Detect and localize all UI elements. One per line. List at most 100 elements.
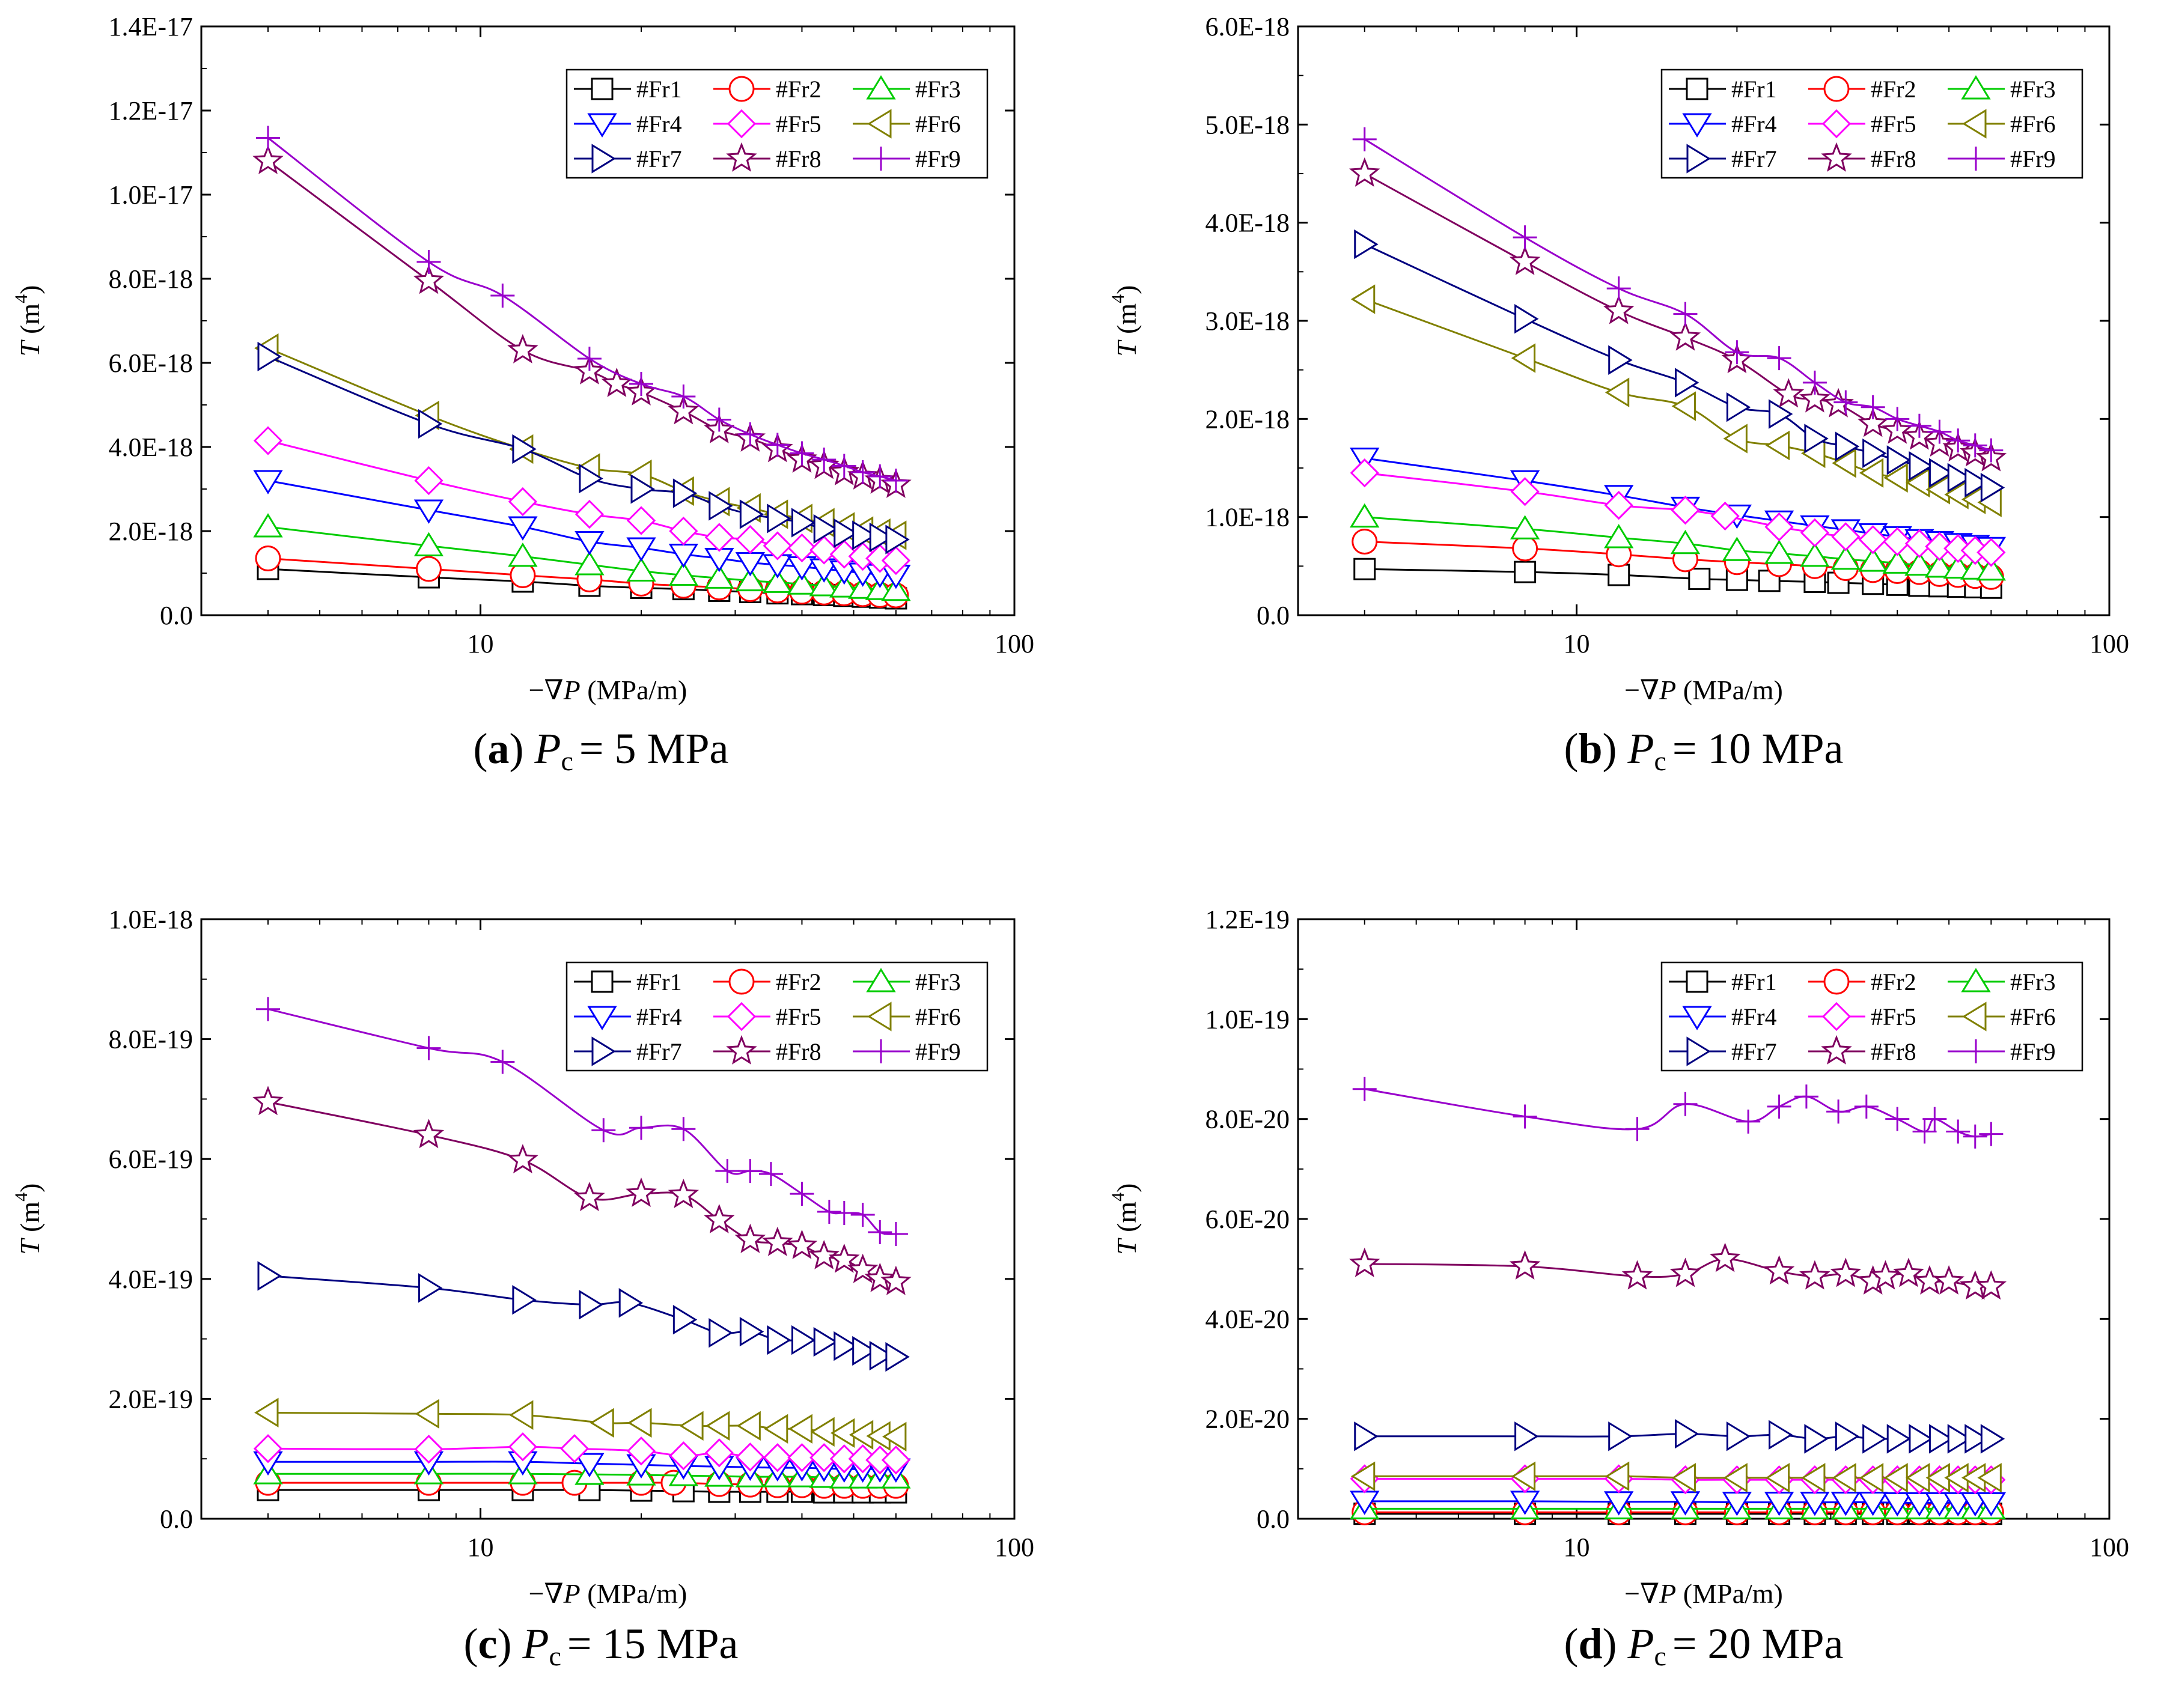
data-point <box>1858 525 1888 555</box>
series-fr8 <box>252 1086 912 1295</box>
data-point <box>1512 535 1538 562</box>
data-point <box>257 341 282 372</box>
y-tick-label: 6.0E-18 <box>1205 12 1290 41</box>
data-point <box>736 1442 765 1472</box>
data-point <box>508 542 538 567</box>
data-point <box>626 557 656 582</box>
y-tick-label: 3.0E-18 <box>1205 306 1290 336</box>
data-point <box>1799 1260 1830 1290</box>
legend-label: #Fr5 <box>776 1003 821 1030</box>
series-line <box>1364 138 1992 452</box>
x-tick-label: 100 <box>2089 629 2129 658</box>
chart-panel-a: 0.0 2.0E-18 4.0E-18 6.0E-18 8.0E-18 1.0E-17 1.… <box>11 12 1034 776</box>
data-point <box>832 454 856 478</box>
data-point <box>1604 524 1634 549</box>
legend-box <box>565 68 989 179</box>
legend-marker <box>591 1036 616 1066</box>
data-point <box>1946 1119 1970 1144</box>
data-point <box>1963 1124 1987 1149</box>
data-point <box>1769 399 1793 429</box>
data-point <box>882 1421 907 1451</box>
data-point <box>1963 433 1987 458</box>
caption-open: ( <box>464 1620 478 1668</box>
data-point <box>254 1397 279 1428</box>
data-point <box>508 1432 538 1462</box>
legend-label: #Fr9 <box>915 145 961 172</box>
data-point <box>735 567 766 592</box>
data-point <box>252 1086 284 1116</box>
data-point <box>1352 127 1377 151</box>
data-point <box>1885 407 1910 431</box>
data-point <box>704 523 734 552</box>
data-point <box>1927 419 1952 444</box>
data-point <box>1883 463 1908 493</box>
data-point <box>1794 1084 1818 1109</box>
y-tick-label: 2.0E-18 <box>108 517 193 546</box>
data-point <box>829 573 859 598</box>
y-axis-label-exp: 4 <box>11 1193 31 1202</box>
data-point <box>1907 413 1931 438</box>
legend-entry-fr7: #Fr7 <box>574 1036 682 1066</box>
data-point <box>1513 1104 1537 1129</box>
legend-entry-fr3: #Fr3 <box>1948 75 2056 103</box>
y-axis-label: T (m4) <box>1108 285 1142 356</box>
legend-entry-fr9: #Fr9 <box>853 145 961 172</box>
legend-entry-fr2: #Fr2 <box>713 968 821 995</box>
data-point <box>1349 1247 1380 1277</box>
data-point <box>679 1411 704 1441</box>
data-point <box>591 1118 616 1143</box>
data-point <box>1726 392 1751 422</box>
data-point <box>1912 1119 1937 1144</box>
data-point <box>1767 1094 1791 1119</box>
legend-entry-fr2: #Fr2 <box>713 76 821 103</box>
data-point <box>758 1162 783 1187</box>
x-axis-label: −∇P (MPa/m) <box>1624 1578 1783 1609</box>
caption-close: ) <box>497 1620 522 1668</box>
data-point <box>850 460 875 484</box>
data-point <box>1350 1461 1376 1491</box>
data-point <box>1858 547 1888 572</box>
y-tick-label: 8.0E-20 <box>1205 1105 1290 1134</box>
x-axis-label-var: P <box>1659 1578 1676 1609</box>
series-fr4 <box>253 470 911 589</box>
data-point <box>1352 1077 1377 1101</box>
legend-label: #Fr3 <box>915 968 961 995</box>
data-point <box>256 997 281 1021</box>
legend-entry-fr5: #Fr5 <box>1808 1001 1916 1032</box>
legend-entry-fr1: #Fr1 <box>574 968 682 995</box>
data-point <box>736 524 765 555</box>
data-point <box>1977 538 2006 567</box>
legend-entry-fr6: #Fr6 <box>1948 1001 2056 1032</box>
series-fr5 <box>1350 458 2006 567</box>
data-point <box>1608 345 1633 375</box>
caption-value: = 20 MPa <box>1672 1620 1844 1668</box>
data-point <box>705 1411 730 1441</box>
legend-entry-fr6: #Fr6 <box>853 1001 961 1032</box>
caption-open: ( <box>474 725 488 773</box>
data-point <box>1725 340 1749 365</box>
data-point <box>575 499 605 529</box>
data-point <box>869 1340 894 1371</box>
data-point <box>1608 1421 1633 1451</box>
data-point <box>1625 1117 1650 1141</box>
x-axis-label: −∇P (MPa/m) <box>1624 675 1783 705</box>
data-point <box>630 474 655 504</box>
data-point <box>1765 1463 1790 1493</box>
legend-label: #Fr2 <box>1871 968 1916 995</box>
data-point <box>1885 1107 1910 1131</box>
data-point <box>1832 1463 1856 1493</box>
legend-marker <box>727 1001 757 1032</box>
data-point <box>1924 553 1955 578</box>
legend-entry-fr5: #Fr5 <box>1808 109 1916 139</box>
legend-entry-fr5: #Fr5 <box>713 109 821 139</box>
x-tick-label: 10 <box>468 629 494 658</box>
data-point <box>1801 1463 1826 1493</box>
series-fr5 <box>253 1432 911 1475</box>
data-point <box>1769 1420 1793 1450</box>
y-axis-label-var: T <box>1111 1238 1142 1255</box>
data-point <box>852 1336 877 1366</box>
data-point <box>1514 561 1537 583</box>
data-point <box>1882 549 1912 574</box>
data-point <box>414 466 443 496</box>
y-axis-label-close: ) <box>14 285 45 294</box>
